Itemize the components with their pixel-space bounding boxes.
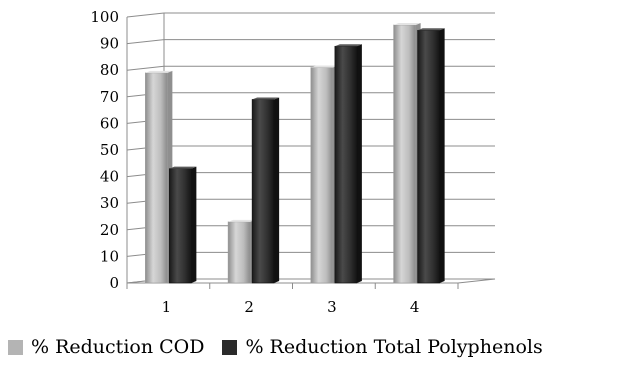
bar-cod	[145, 72, 168, 284]
bar-top	[393, 22, 421, 25]
y-tick-label: 30	[100, 194, 119, 212]
bar-top	[169, 166, 197, 169]
bar-top	[310, 65, 338, 68]
gridline-depth	[126, 65, 165, 71]
bar-side	[439, 28, 445, 283]
legend-item-cod: % Reduction COD	[8, 336, 204, 358]
legend-label-polyphenols: % Reduction Total Polyphenols	[245, 336, 543, 358]
bar-cod	[310, 67, 334, 284]
y-tick-label: 70	[100, 88, 119, 106]
legend-label-cod: % Reduction COD	[31, 336, 205, 358]
y-tick-label: 60	[100, 114, 119, 132]
x-tick-label: 3	[327, 298, 337, 316]
legend-item-polyphenols: % Reduction Total Polyphenols	[222, 336, 543, 358]
x-tick-label: 4	[410, 298, 420, 316]
gridline-depth	[126, 39, 165, 45]
y-tick-label: 80	[100, 61, 119, 79]
y-tick-label: 0	[109, 274, 119, 292]
y-tick-label: 10	[100, 247, 119, 265]
bar-side	[191, 166, 197, 283]
bar-top	[417, 28, 445, 31]
y-tick-label: 40	[100, 168, 119, 186]
y-tick-label: 20	[100, 221, 119, 239]
bar-top	[334, 44, 362, 47]
legend-swatch-cod	[8, 339, 23, 355]
y-tick-label: 90	[100, 35, 119, 53]
bar-polyphenols	[334, 45, 358, 284]
bar-polyphenols	[169, 168, 192, 284]
x-tick-label: 1	[162, 298, 172, 316]
bar-side	[274, 97, 280, 284]
legend-swatch-polyphenols	[222, 339, 238, 355]
y-tick-label: 50	[100, 141, 119, 159]
gridline-depth	[126, 12, 165, 18]
y-tick-label: 100	[90, 8, 119, 26]
bar-cod	[393, 24, 416, 284]
legend: % Reduction COD % Reduction Total Polyph…	[8, 336, 561, 358]
bar-top	[228, 219, 256, 222]
bar-polyphenols	[251, 99, 275, 284]
bar-chart: 0 10 20 30 40 50 60 70 80 90 100 1 2 3 4	[90, 8, 496, 316]
bar-top	[252, 97, 280, 100]
bar-polyphenols	[417, 29, 440, 284]
x-tick-label: 2	[244, 298, 254, 316]
bar-side	[356, 44, 362, 284]
bar-top	[145, 70, 173, 73]
bar-cod	[227, 221, 251, 284]
